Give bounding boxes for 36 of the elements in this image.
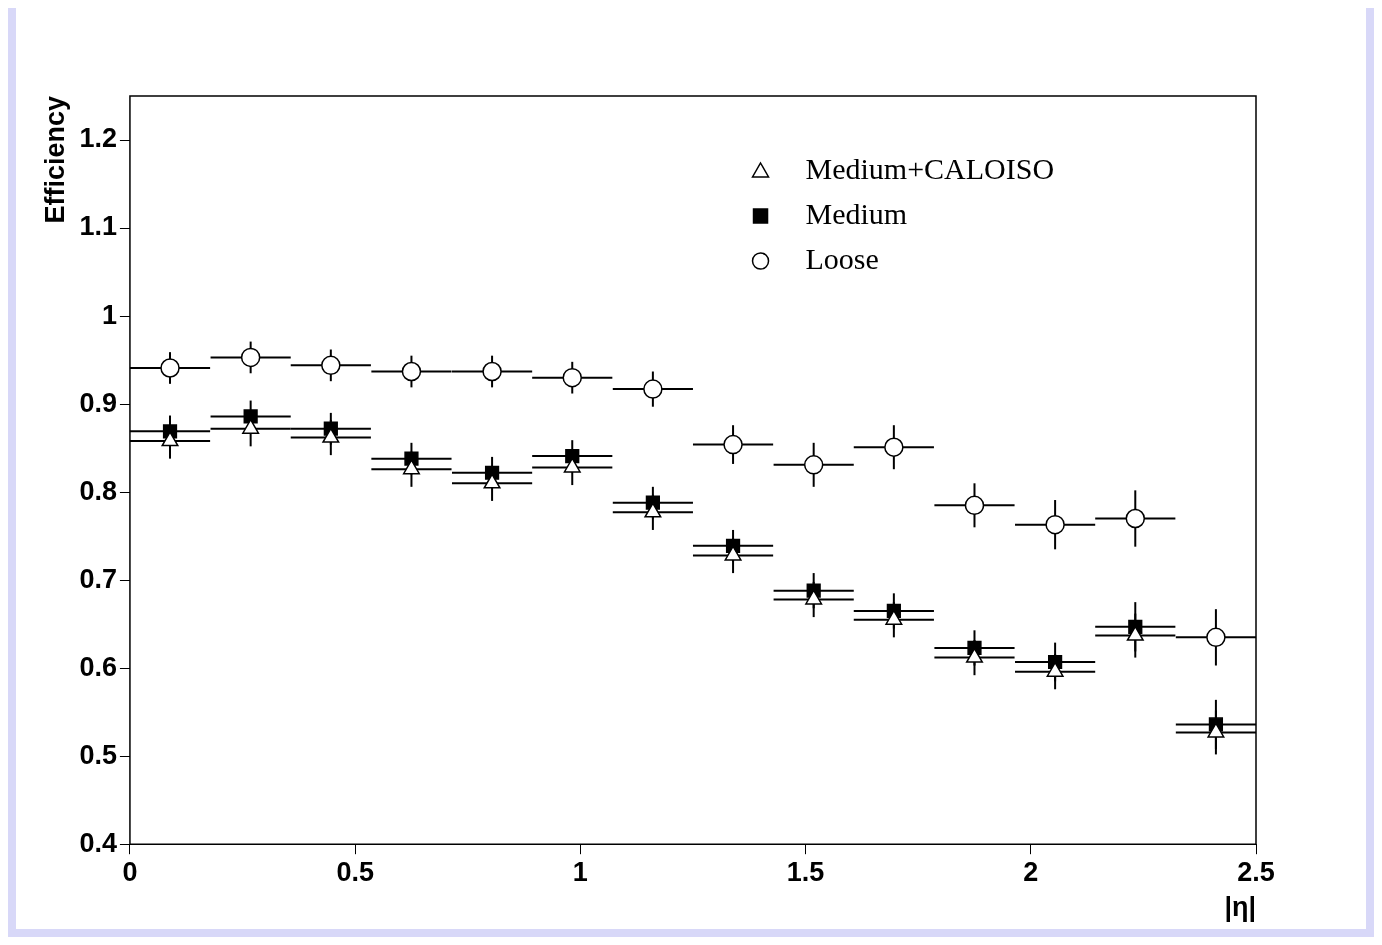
point bbox=[1125, 508, 1146, 529]
point bbox=[160, 358, 180, 378]
y-tick-label: 1.1 bbox=[79, 211, 117, 242]
point bbox=[482, 361, 502, 382]
y-tick-label: 0.6 bbox=[79, 651, 117, 682]
y-axis-title: Efficiency bbox=[39, 96, 70, 224]
x-tick-label: 0.5 bbox=[336, 856, 374, 887]
x-axis-title: |η| bbox=[1224, 892, 1256, 923]
x-tick-label: 0 bbox=[122, 856, 138, 887]
y-tick-label: 0.7 bbox=[79, 563, 117, 594]
point bbox=[723, 434, 743, 455]
x-tick-label: 2.5 bbox=[1237, 856, 1275, 887]
point bbox=[562, 367, 582, 388]
point bbox=[1045, 514, 1065, 535]
point bbox=[643, 379, 663, 399]
y-tick-label: 0.4 bbox=[79, 827, 117, 858]
point bbox=[1206, 627, 1226, 648]
point bbox=[401, 361, 422, 382]
y-tick-label: 0.8 bbox=[79, 475, 117, 506]
x-tick-label: 1.5 bbox=[786, 856, 825, 887]
point bbox=[243, 409, 258, 424]
legend-label: Medium bbox=[805, 196, 908, 230]
legend-label: Medium+CALOISO bbox=[805, 151, 1055, 185]
point bbox=[161, 431, 179, 447]
legend-label: Loose bbox=[805, 241, 879, 275]
x-tick-label: 2 bbox=[1023, 856, 1039, 887]
y-tick-label: 0.9 bbox=[79, 387, 117, 418]
x-tick-label: 1 bbox=[572, 856, 588, 887]
point bbox=[240, 347, 261, 368]
y-tick-label: 0.5 bbox=[79, 739, 117, 770]
point bbox=[964, 495, 985, 516]
point bbox=[803, 455, 824, 475]
y-tick-label: 1.2 bbox=[79, 123, 117, 154]
point bbox=[884, 437, 904, 457]
y-tick-label: 1 bbox=[101, 299, 117, 330]
point bbox=[321, 355, 341, 376]
